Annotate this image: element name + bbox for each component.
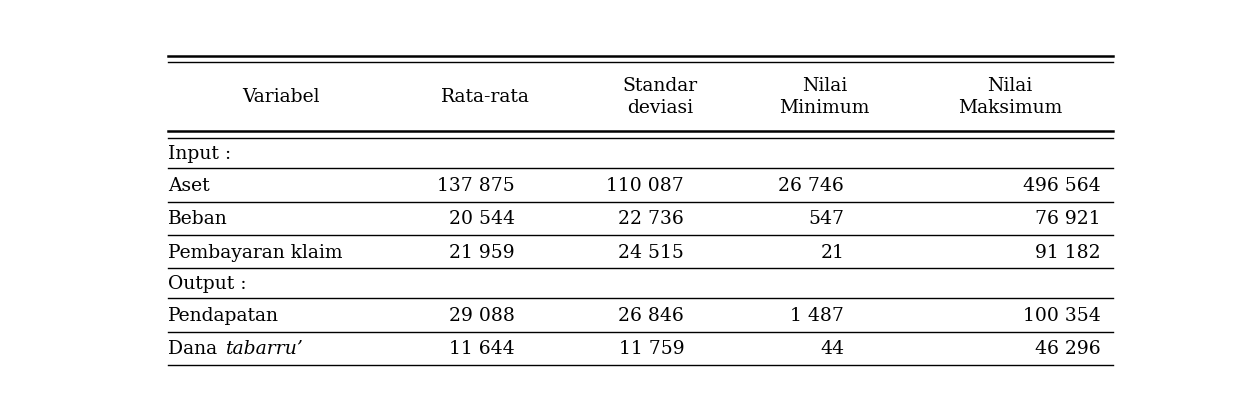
Text: tabarru’: tabarru’	[226, 339, 304, 358]
Text: Variabel: Variabel	[242, 88, 320, 106]
Text: 11 644: 11 644	[449, 339, 515, 358]
Text: 547: 547	[808, 210, 844, 228]
Text: Dana: Dana	[168, 339, 222, 358]
Text: Nilai
Minimum: Nilai Minimum	[780, 77, 870, 117]
Text: Pembayaran klaim: Pembayaran klaim	[168, 243, 342, 261]
Text: Beban: Beban	[168, 210, 228, 228]
Text: 44: 44	[820, 339, 844, 358]
Text: 29 088: 29 088	[449, 306, 515, 324]
Text: Pendapatan: Pendapatan	[168, 306, 279, 324]
Text: 110 087: 110 087	[606, 176, 684, 194]
Text: 20 544: 20 544	[449, 210, 515, 228]
Text: 22 736: 22 736	[619, 210, 684, 228]
Text: 21 959: 21 959	[449, 243, 515, 261]
Text: 11 759: 11 759	[619, 339, 684, 358]
Text: 76 921: 76 921	[1035, 210, 1101, 228]
Text: Aset: Aset	[168, 176, 210, 194]
Text: Output :: Output :	[168, 275, 246, 292]
Text: 24 515: 24 515	[619, 243, 684, 261]
Text: 21: 21	[820, 243, 844, 261]
Text: Nilai
Maksimum: Nilai Maksimum	[958, 77, 1062, 117]
Text: Rata-rata: Rata-rata	[441, 88, 530, 106]
Text: 100 354: 100 354	[1022, 306, 1101, 324]
Text: Input :: Input :	[168, 145, 231, 163]
Text: 46 296: 46 296	[1035, 339, 1101, 358]
Text: 91 182: 91 182	[1035, 243, 1101, 261]
Text: Standar
deviasi: Standar deviasi	[622, 77, 698, 117]
Text: 26 746: 26 746	[779, 176, 844, 194]
Text: 137 875: 137 875	[438, 176, 515, 194]
Text: 26 846: 26 846	[619, 306, 684, 324]
Text: 1 487: 1 487	[790, 306, 844, 324]
Text: 496 564: 496 564	[1024, 176, 1101, 194]
